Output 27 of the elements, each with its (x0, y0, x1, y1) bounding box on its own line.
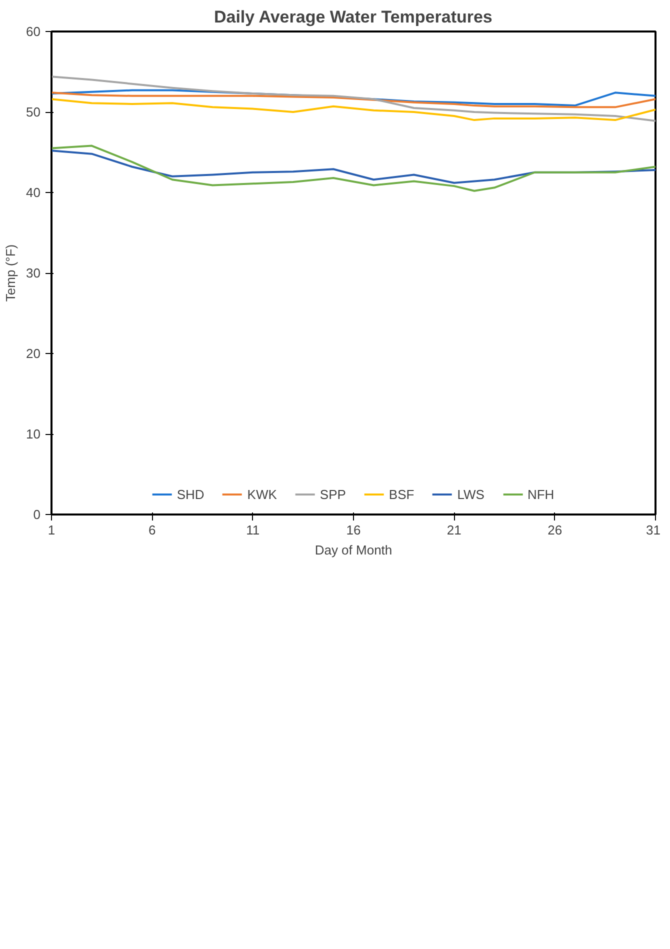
y-tick-label: 50 (26, 104, 41, 120)
x-tick-label: 21 (446, 522, 462, 538)
legend-label: KWK (247, 486, 277, 502)
x-tick-label: 1 (48, 522, 56, 538)
line-series (52, 144, 656, 192)
legend-label: SHD (176, 486, 204, 502)
y-tick-label: 20 (26, 346, 41, 361)
x-tick-label: 16 (346, 522, 361, 538)
x-tick-label: 11 (246, 522, 260, 538)
y-tick-label: 30 (26, 266, 41, 280)
x-axis-title: Day of Month (314, 542, 392, 558)
x-tick-label: 26 (548, 522, 562, 538)
y-tick-label: 10 (26, 426, 41, 442)
line-series (52, 76, 656, 122)
line-series (52, 150, 656, 184)
x-tick-label: 6 (148, 522, 156, 538)
x-tick-label: 31 (646, 522, 661, 538)
legend-label: SPP (320, 486, 346, 502)
legend-label: LWS (457, 486, 484, 502)
y-tick-label: 0 (33, 507, 41, 522)
legend-label: BSF (388, 486, 414, 502)
y-tick-label: 40 (26, 185, 41, 200)
legend-label: NFH (527, 486, 554, 502)
y-tick-label: 60 (26, 24, 41, 39)
line-series (52, 98, 656, 122)
chart-title: Daily Average Water Temperatures (214, 8, 492, 26)
y-axis-title: Temp (°F) (3, 244, 18, 302)
